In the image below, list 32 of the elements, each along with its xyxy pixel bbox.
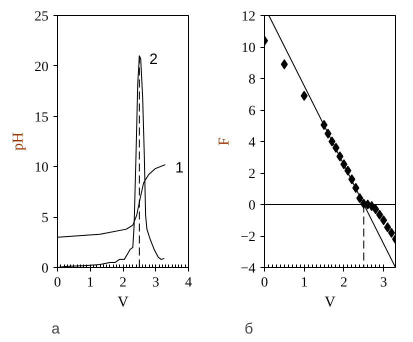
text: а [52,320,60,338]
y-tick-label: 4 [248,136,256,150]
x-axis-title: V [118,294,129,310]
y-axis-title: pH [10,132,26,151]
text: б [244,320,254,338]
y-tick-label: 25 [34,10,48,24]
y-tick-label: 15 [34,110,48,126]
y-tick-label: 5 [42,211,48,226]
x-tick-label: 0 [54,276,61,290]
x-tick-label: 2 [120,276,126,290]
y-tick-label: 20 [34,60,48,75]
y-tick-label: −2 [240,230,256,245]
y-tick-label: 0 [248,198,256,214]
y-tick-label: 10 [34,160,48,176]
x-tick-label: 4 [185,276,192,290]
x-axis-title: V [324,294,336,310]
y-tick-label: −4 [240,262,256,276]
y-axis-title: F [216,137,233,146]
x-tick-label: 3 [152,276,160,290]
y-tick-label: 2 [248,167,256,182]
y-tick-label: 10 [242,41,256,56]
x-tick-label: 1 [86,276,94,290]
x-tick-label: 1 [300,276,308,290]
series-label: 1 [175,160,184,177]
y-tick-label: 0 [42,262,48,276]
y-tick-label: 12 [242,10,256,24]
y-tick-label: 8 [248,72,256,88]
x-tick-label: 3 [380,276,388,290]
x-tick-label: 2 [340,276,348,290]
y-tick-label: 6 [248,104,256,119]
series-label: 2 [149,50,158,68]
x-tick-label: 0 [261,276,268,290]
